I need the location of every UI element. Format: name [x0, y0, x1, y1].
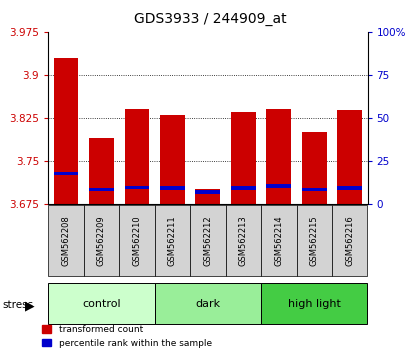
- Text: GSM562211: GSM562211: [168, 215, 177, 266]
- Bar: [190, 205, 226, 276]
- Bar: [48, 205, 84, 276]
- Bar: [54, 58, 79, 204]
- Bar: [302, 188, 327, 191]
- Text: GDS3933 / 244909_at: GDS3933 / 244909_at: [134, 12, 286, 27]
- Bar: [160, 186, 185, 190]
- Bar: [337, 110, 362, 204]
- Text: GSM562215: GSM562215: [310, 215, 319, 266]
- Bar: [231, 112, 256, 204]
- Text: GSM562210: GSM562210: [132, 215, 142, 266]
- Bar: [266, 184, 291, 188]
- Bar: [48, 283, 155, 324]
- Text: ▶: ▶: [26, 299, 35, 312]
- Bar: [302, 132, 327, 204]
- Text: control: control: [82, 298, 121, 309]
- Text: high light: high light: [288, 298, 341, 309]
- Bar: [261, 283, 368, 324]
- Bar: [89, 138, 114, 204]
- Bar: [119, 205, 155, 276]
- Bar: [231, 186, 256, 190]
- Text: GSM562213: GSM562213: [239, 215, 248, 266]
- Bar: [125, 109, 150, 204]
- Text: stress: stress: [2, 300, 33, 310]
- Bar: [89, 188, 114, 191]
- Text: GSM562212: GSM562212: [203, 215, 213, 266]
- Bar: [195, 189, 220, 204]
- Bar: [195, 190, 220, 194]
- Bar: [266, 109, 291, 204]
- Bar: [226, 205, 261, 276]
- Bar: [297, 205, 332, 276]
- Bar: [125, 186, 150, 189]
- Bar: [155, 205, 190, 276]
- Text: GSM562216: GSM562216: [345, 215, 354, 266]
- Bar: [84, 205, 119, 276]
- Legend: transformed count, percentile rank within the sample: transformed count, percentile rank withi…: [42, 325, 212, 348]
- Text: GSM562214: GSM562214: [274, 215, 284, 266]
- Bar: [54, 171, 79, 175]
- Bar: [337, 186, 362, 190]
- Bar: [261, 205, 297, 276]
- Text: GSM562209: GSM562209: [97, 215, 106, 266]
- Bar: [332, 205, 368, 276]
- Bar: [155, 283, 261, 324]
- Bar: [160, 115, 185, 204]
- Text: GSM562208: GSM562208: [62, 215, 71, 266]
- Text: dark: dark: [195, 298, 220, 309]
